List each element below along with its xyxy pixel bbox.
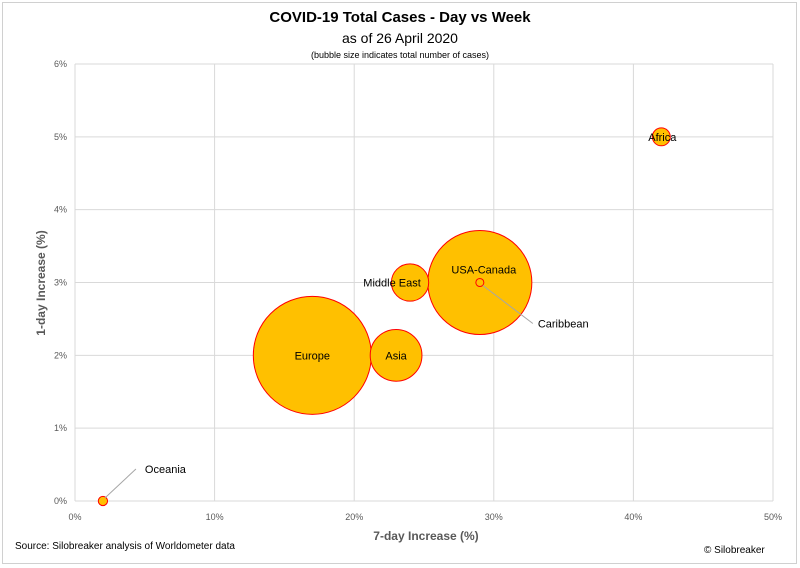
- data-label: Europe: [295, 350, 330, 362]
- y-tick-label: 5%: [54, 132, 67, 142]
- y-tick-label: 1%: [54, 423, 67, 433]
- chart-subtitle: as of 26 April 2020: [342, 30, 458, 46]
- bubble-usa-canada: [427, 229, 533, 336]
- data-label: Middle East: [363, 278, 420, 290]
- bubble-caribbean: [475, 277, 485, 288]
- y-axis-title: 1-day Increase (%): [34, 230, 48, 335]
- data-label: Oceania: [145, 464, 187, 476]
- y-tick-label: 4%: [54, 205, 67, 215]
- chart-title: COVID-19 Total Cases - Day vs Week: [269, 9, 531, 26]
- bubble-middle-east: [390, 263, 430, 302]
- y-tick-label: 0%: [54, 496, 67, 506]
- x-tick-label: 20%: [345, 512, 363, 522]
- x-tick-label: 40%: [624, 512, 642, 522]
- x-tick-label: 50%: [764, 512, 782, 522]
- gridlines: [74, 63, 774, 502]
- bubble-labels: Europe USA-Canada Asia Middle East Africa Car…: [104, 132, 677, 499]
- bubbles: [97, 127, 671, 507]
- tick-labels: 0% 1% 2% 3% 4% 5% 6% 0% 10% 20% 30% 40% 50%: [54, 59, 782, 522]
- data-label: Africa: [648, 132, 677, 144]
- data-label: USA-Canada: [451, 265, 517, 277]
- data-label: Asia: [385, 350, 407, 362]
- x-tick-label: 0%: [68, 512, 81, 522]
- data-label: Caribbean: [538, 319, 589, 331]
- chart-note: (bubble size indicates total number of c…: [310, 50, 490, 60]
- x-tick-label: 10%: [206, 512, 224, 522]
- bubble-oceania: [97, 495, 109, 507]
- source-note: Source: Silobreaker analysis of Worldome…: [15, 541, 235, 552]
- y-tick-label: 3%: [54, 278, 67, 288]
- y-tick-label: 6%: [54, 59, 67, 69]
- leader-line: [482, 285, 534, 324]
- credit-note: © Silobreaker: [704, 545, 765, 556]
- bubble-africa: [651, 127, 671, 147]
- x-axis-title: 7-day Increase (%): [373, 529, 478, 543]
- leader-line: [104, 468, 137, 499]
- y-tick-label: 2%: [54, 350, 67, 360]
- bubble-asia: [369, 328, 423, 382]
- x-tick-label: 30%: [485, 512, 503, 522]
